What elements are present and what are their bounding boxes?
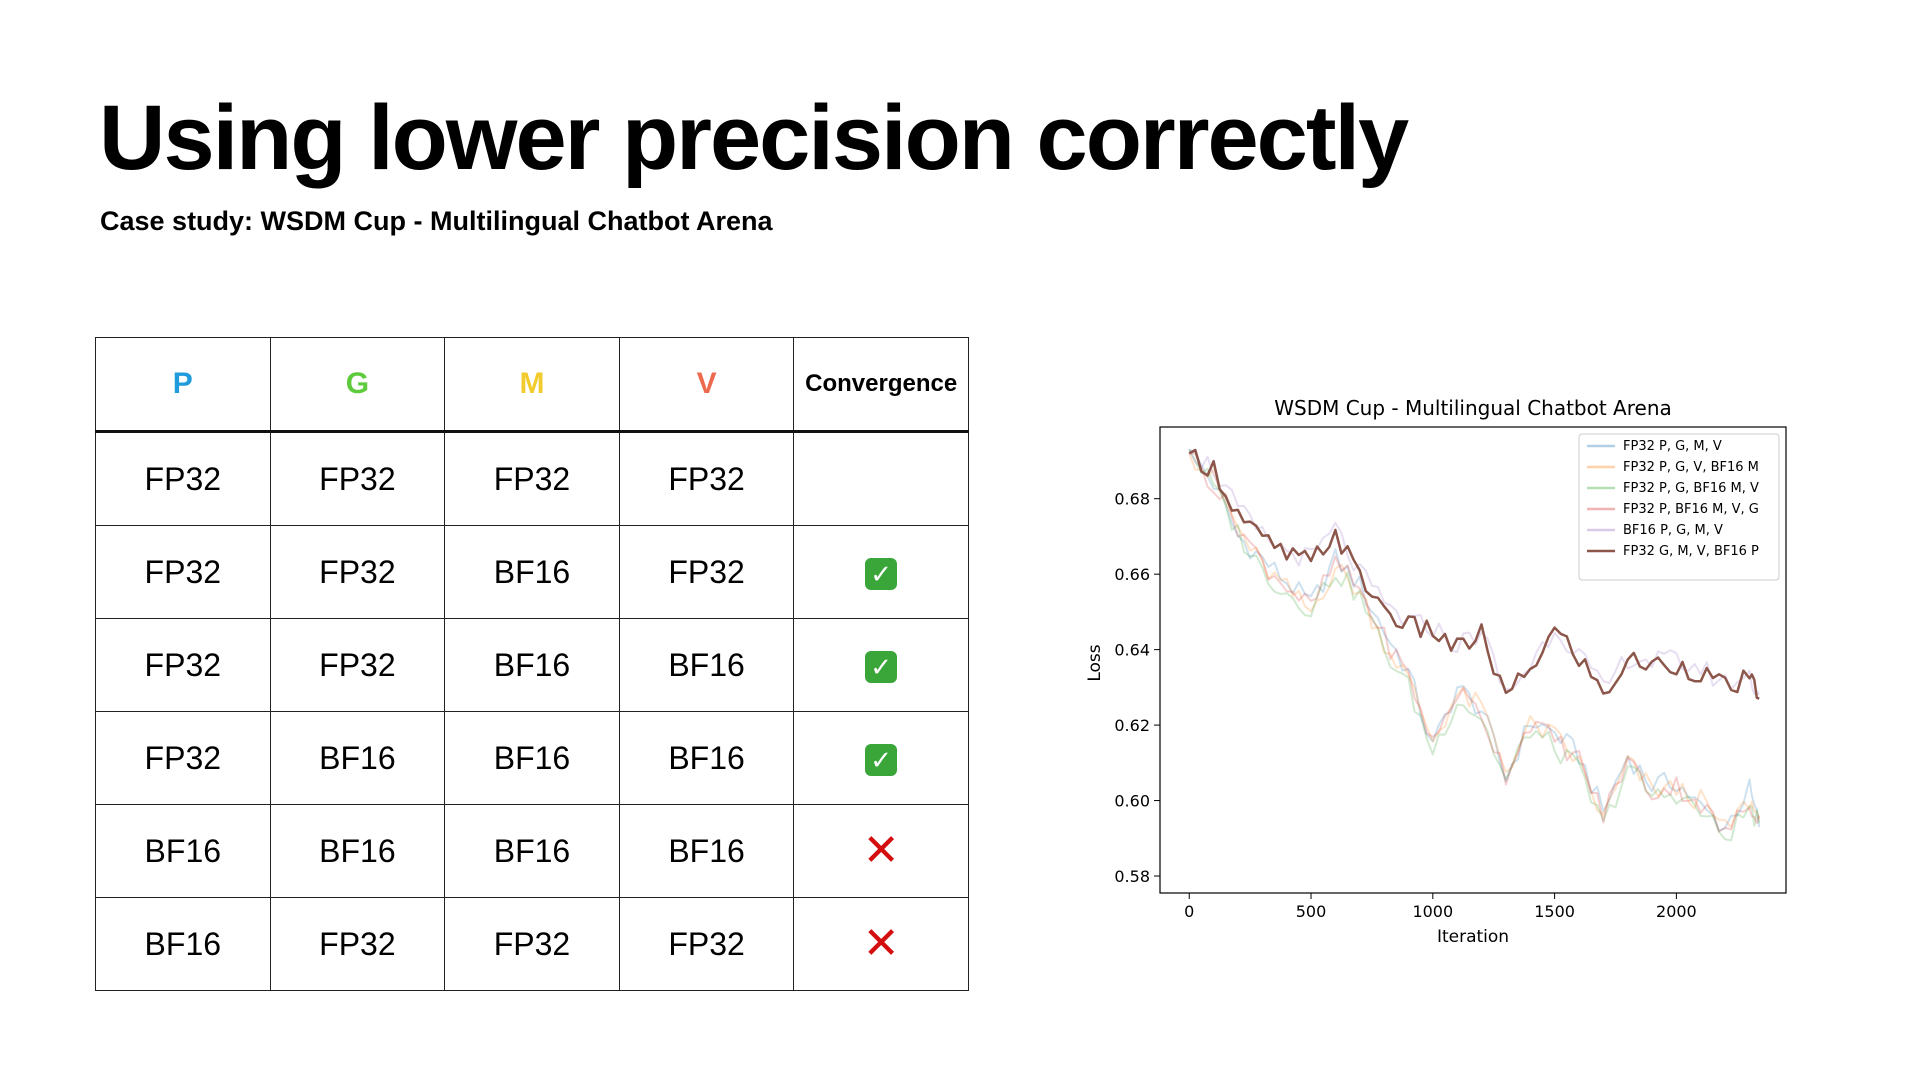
series-line bbox=[1188, 453, 1761, 829]
precision-cell: FP32 bbox=[618, 897, 795, 991]
cross-mark-icon: ✕ bbox=[862, 825, 900, 876]
header-v: V bbox=[618, 337, 795, 432]
precision-cell: BF16 bbox=[618, 711, 795, 805]
table-header-row: P G M V Convergence bbox=[95, 337, 969, 432]
table-row: FP32 FP32 BF16 BF16 ✓ bbox=[95, 618, 969, 712]
legend-label: FP32 P, G, V, BF16 M bbox=[1623, 460, 1759, 475]
precision-cell: BF16 bbox=[444, 711, 620, 805]
y-tick-label: 0.64 bbox=[1114, 641, 1150, 660]
precision-cell: FP32 bbox=[269, 431, 446, 526]
y-tick-label: 0.68 bbox=[1114, 490, 1150, 509]
slide-subtitle: Case study: WSDM Cup - Multilingual Chat… bbox=[100, 206, 773, 236]
x-tick-label: 1000 bbox=[1412, 902, 1453, 921]
precision-cell: FP32 bbox=[95, 618, 271, 712]
convergence-cell: ✓ bbox=[793, 618, 969, 712]
legend-label: FP32 P, G, M, V bbox=[1623, 439, 1722, 454]
convergence-cell: ✓ bbox=[793, 711, 969, 805]
precision-cell: BF16 bbox=[95, 897, 271, 991]
y-tick-label: 0.58 bbox=[1114, 867, 1150, 886]
legend-label: FP32 G, M, V, BF16 P bbox=[1623, 544, 1759, 559]
header-g: G bbox=[269, 337, 446, 432]
convergence-cell bbox=[793, 431, 969, 526]
precision-cell: FP32 bbox=[95, 711, 271, 805]
y-axis: 0.58 0.60 0.62 0.64 0.66 0.68 bbox=[1114, 490, 1160, 886]
header-convergence: Convergence bbox=[793, 337, 969, 432]
precision-cell: BF16 bbox=[444, 618, 620, 712]
x-axis-label: Iteration bbox=[1437, 927, 1509, 947]
x-tick-label: 1500 bbox=[1534, 902, 1575, 921]
precision-table: P G M V Convergence FP32 FP32 FP32 FP32 FP32… bbox=[95, 337, 969, 991]
precision-cell: FP32 bbox=[269, 618, 446, 712]
convergence-cell: ✓ bbox=[793, 525, 969, 619]
precision-cell: BF16 bbox=[269, 804, 446, 898]
series-line bbox=[1188, 449, 1761, 842]
x-axis: 0 500 1000 1500 2000 bbox=[1184, 893, 1697, 921]
precision-cell: FP32 bbox=[444, 431, 620, 526]
legend-label: FP32 P, G, BF16 M, V bbox=[1623, 481, 1759, 496]
loss-chart: WSDM Cup - Multilingual Chatbot Arena 0 5… bbox=[1070, 385, 1790, 965]
precision-cell: BF16 bbox=[618, 618, 795, 712]
table-row: BF16 BF16 BF16 BF16 ✕ bbox=[95, 804, 969, 898]
precision-cell: FP32 bbox=[618, 525, 795, 619]
slide-title: Using lower precision correctly bbox=[99, 87, 1409, 189]
table-body: FP32 FP32 FP32 FP32 FP32 FP32 BF16 FP32 ✓ FP32 FP3… bbox=[95, 431, 969, 991]
legend-box bbox=[1578, 433, 1780, 581]
legend-label: FP32 P, BF16 M, V, G bbox=[1623, 502, 1759, 517]
x-tick-label: 2000 bbox=[1656, 902, 1697, 921]
series-line bbox=[1189, 452, 1761, 833]
header-p: P bbox=[95, 337, 271, 432]
check-mark-icon: ✓ bbox=[865, 744, 898, 777]
table-row: FP32 BF16 BF16 BF16 ✓ bbox=[95, 711, 969, 805]
chart-legend: FP32 P, G, M, V FP32 P, G, V, BF16 M FP32 … bbox=[1578, 433, 1780, 581]
precision-cell: FP32 bbox=[95, 525, 271, 619]
precision-cell: BF16 bbox=[444, 525, 620, 619]
table-row: BF16 FP32 FP32 FP32 ✕ bbox=[95, 897, 969, 991]
table-row: FP32 FP32 BF16 FP32 ✓ bbox=[95, 525, 969, 619]
y-tick-label: 0.62 bbox=[1114, 716, 1150, 735]
plot-frame bbox=[1159, 426, 1787, 894]
y-axis-label: Loss bbox=[1085, 644, 1105, 681]
check-mark-icon: ✓ bbox=[865, 651, 898, 684]
x-tick-label: 500 bbox=[1296, 902, 1327, 921]
convergence-cell: ✕ bbox=[793, 897, 969, 991]
plot-area bbox=[1159, 426, 1787, 894]
precision-cell: FP32 bbox=[444, 897, 620, 991]
convergence-cell: ✕ bbox=[793, 804, 969, 898]
check-mark-icon: ✓ bbox=[865, 558, 898, 591]
y-tick-label: 0.60 bbox=[1114, 792, 1150, 811]
table-row: FP32 FP32 FP32 FP32 bbox=[95, 431, 969, 526]
precision-cell: FP32 bbox=[269, 525, 446, 619]
precision-cell: BF16 bbox=[618, 804, 795, 898]
header-m: M bbox=[444, 337, 620, 432]
series-line bbox=[1188, 449, 1761, 696]
precision-cell: BF16 bbox=[269, 711, 446, 805]
legend-label: BF16 P, G, M, V bbox=[1623, 523, 1723, 538]
series-line bbox=[1188, 448, 1760, 700]
precision-cell: BF16 bbox=[444, 804, 620, 898]
precision-cell: FP32 bbox=[618, 431, 795, 526]
precision-cell: FP32 bbox=[95, 431, 271, 526]
x-tick-label: 0 bbox=[1184, 902, 1194, 921]
chart-title: WSDM Cup - Multilingual Chatbot Arena bbox=[1274, 396, 1672, 420]
precision-cell: FP32 bbox=[269, 897, 446, 991]
cross-mark-icon: ✕ bbox=[862, 918, 900, 969]
precision-cell: BF16 bbox=[95, 804, 271, 898]
series-line bbox=[1188, 448, 1761, 832]
y-tick-label: 0.66 bbox=[1114, 565, 1150, 584]
